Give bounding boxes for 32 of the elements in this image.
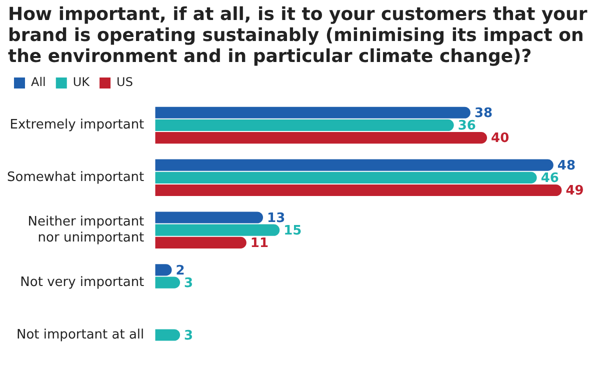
- bar: [155, 224, 280, 236]
- y-tick-label: Not very important: [20, 274, 144, 290]
- data-label: 40: [491, 131, 510, 146]
- chart-title: How important, if at all, is it to your customers that your brand is operating sustainably (minimising its impact on the environment and in particular climate change)?: [7, 3, 588, 67]
- bar: [155, 119, 454, 132]
- y-tick-label: Somewhat important: [6, 170, 144, 186]
- bar: [155, 106, 470, 118]
- data-label: 49: [566, 184, 584, 199]
- bar: [155, 132, 488, 144]
- bar: [155, 276, 180, 288]
- data-label: 13: [267, 210, 286, 226]
- bar: [155, 184, 562, 196]
- legend-label: US: [116, 75, 133, 90]
- data-label: 38: [474, 106, 493, 122]
- data-label: 48: [557, 158, 576, 174]
- legend-label: All: [31, 75, 46, 90]
- data-label: 15: [284, 223, 302, 238]
- legend-label: UK: [72, 75, 91, 90]
- data-label: 3: [184, 328, 194, 344]
- data-label: 46: [540, 171, 559, 186]
- bar: [155, 329, 180, 341]
- data-label: 3: [184, 276, 194, 291]
- data-label: 2: [176, 263, 185, 278]
- data-label: 36: [458, 118, 476, 134]
- bar: [155, 212, 264, 224]
- bar: [155, 236, 246, 248]
- y-tick-label: Not important at all: [16, 327, 144, 342]
- data-label: 11: [250, 236, 269, 252]
- y-tick-label: Extremely important: [10, 118, 144, 133]
- bar: [155, 172, 537, 184]
- bar: [155, 159, 554, 171]
- y-tick-label: Neither important nor unimportant: [28, 214, 144, 246]
